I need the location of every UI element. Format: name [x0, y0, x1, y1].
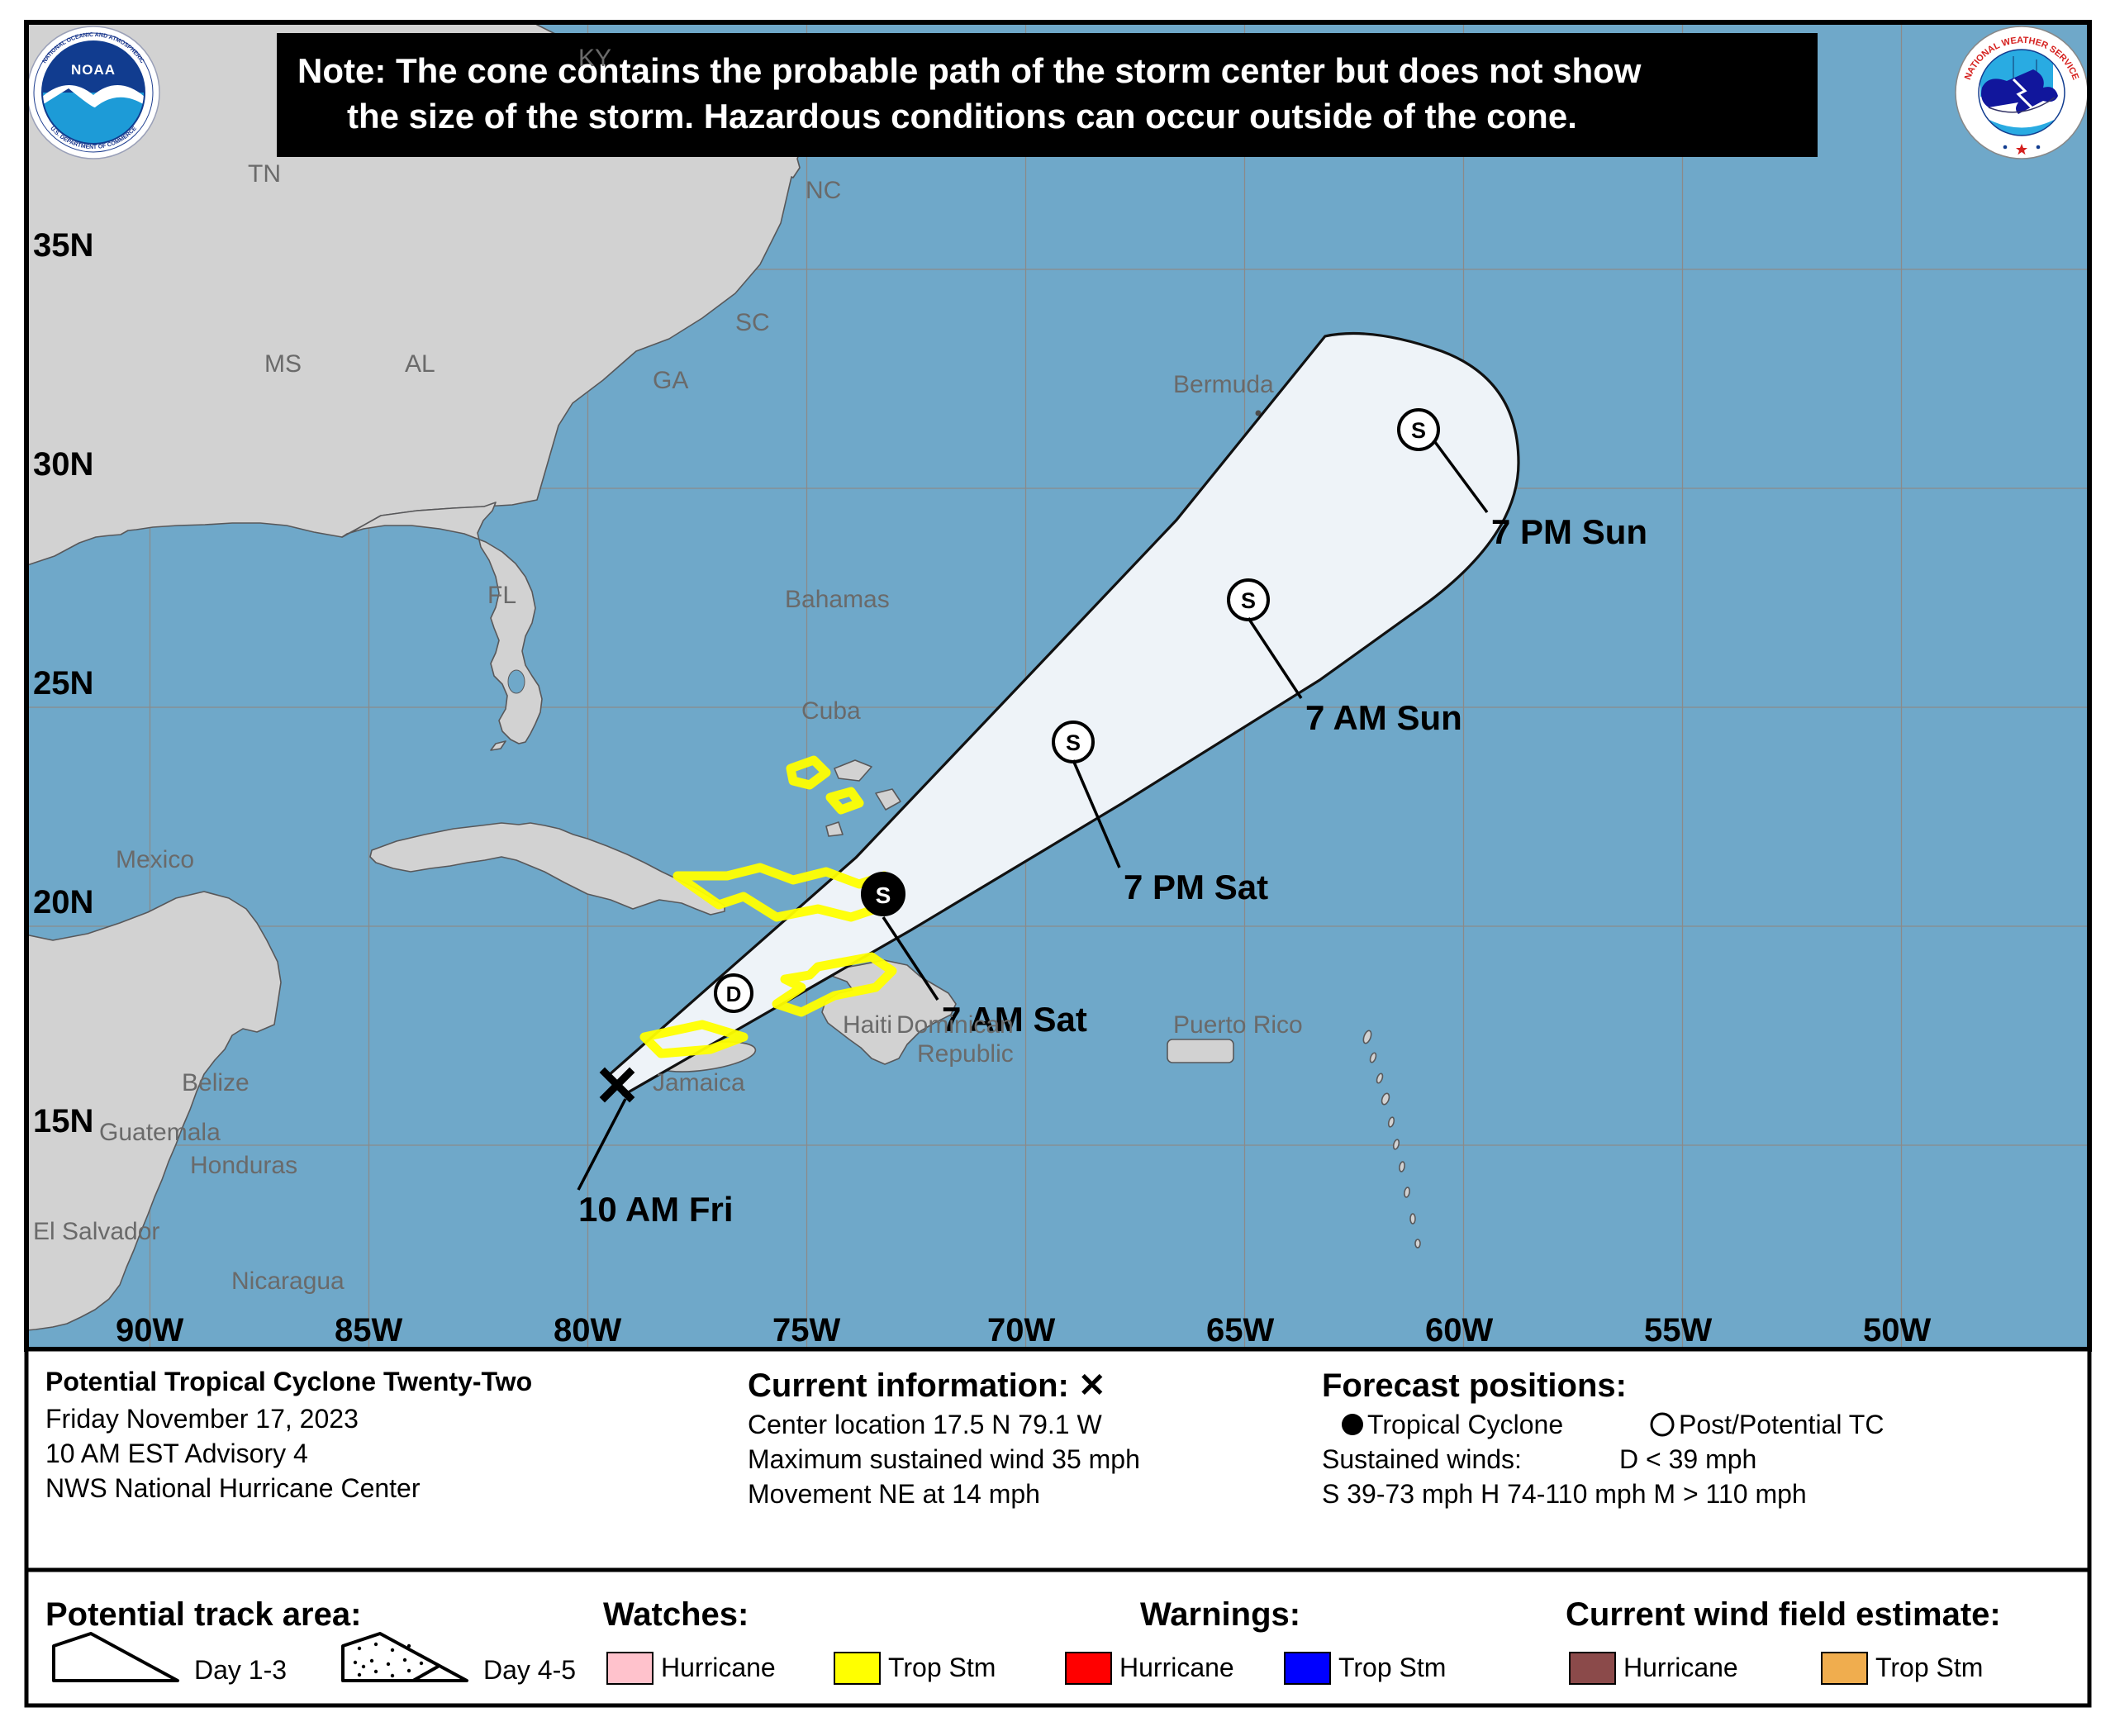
svg-text:50W: 50W	[1863, 1312, 1931, 1348]
svg-text:Hurricane: Hurricane	[1623, 1653, 1738, 1682]
svg-text:Friday November 17, 2023: Friday November 17, 2023	[45, 1404, 359, 1434]
svg-text:Potential Tropical Cyclone Twe: Potential Tropical Cyclone Twenty-Two	[45, 1367, 532, 1396]
svg-text:35N: 35N	[33, 227, 93, 264]
svg-text:Trop Stm: Trop Stm	[1875, 1653, 1983, 1682]
svg-text:90W: 90W	[116, 1312, 183, 1348]
svg-text:Haiti: Haiti	[843, 1011, 892, 1039]
svg-text:Note: The cone contains the pr: Note: The cone contains the probable pat…	[297, 51, 1642, 90]
svg-text:30N: 30N	[33, 446, 93, 483]
svg-text:20N: 20N	[33, 884, 93, 920]
svg-text:MS: MS	[264, 350, 302, 378]
svg-text:Day 1-3: Day 1-3	[194, 1655, 287, 1685]
svg-text:Post/Potential TC: Post/Potential TC	[1679, 1410, 1884, 1439]
svg-text:Hurricane: Hurricane	[661, 1653, 776, 1682]
svg-text:FL: FL	[487, 582, 516, 609]
svg-text:Maximum sustained wind 35 mph: Maximum sustained wind 35 mph	[748, 1444, 1140, 1474]
svg-text:El Salvador: El Salvador	[33, 1218, 159, 1245]
svg-text:Trop Stm: Trop Stm	[1338, 1653, 1446, 1682]
svg-text:7 PM Sat: 7 PM Sat	[1124, 868, 1268, 906]
svg-text:AL: AL	[405, 350, 435, 378]
svg-text:NOAA: NOAA	[71, 62, 116, 78]
svg-text:Belize: Belize	[182, 1069, 250, 1096]
svg-text:25N: 25N	[33, 665, 93, 702]
svg-text:Bermuda: Bermuda	[1173, 371, 1274, 398]
svg-text:GA: GA	[653, 367, 688, 394]
svg-text:TN: TN	[248, 160, 281, 188]
svg-text:Cuba: Cuba	[801, 697, 861, 725]
svg-text:D < 39 mph: D < 39 mph	[1619, 1444, 1756, 1474]
svg-text:Watches:: Watches:	[603, 1596, 749, 1633]
svg-text:7 PM Sun: 7 PM Sun	[1491, 512, 1647, 551]
svg-text:Honduras: Honduras	[190, 1152, 297, 1179]
svg-text:80W: 80W	[554, 1312, 621, 1348]
svg-text:Bahamas: Bahamas	[785, 586, 890, 613]
svg-text:10 AM EST Advisory 4: 10 AM EST Advisory 4	[45, 1439, 308, 1468]
svg-text:7 AM Sun: 7 AM Sun	[1305, 698, 1462, 737]
svg-text:Jamaica: Jamaica	[653, 1069, 745, 1096]
svg-text:Warnings:: Warnings:	[1140, 1596, 1300, 1633]
svg-text:70W: 70W	[987, 1312, 1055, 1348]
svg-text:the size of the storm. Hazardo: the size of the storm. Hazardous conditi…	[347, 97, 1577, 136]
svg-text:Nicaragua: Nicaragua	[231, 1268, 345, 1295]
svg-text:Mexico: Mexico	[116, 846, 194, 873]
svg-text:55W: 55W	[1644, 1312, 1712, 1348]
svg-text:KY: KY	[578, 45, 611, 72]
svg-text:Tropical Cyclone: Tropical Cyclone	[1367, 1410, 1563, 1439]
svg-text:Hurricane: Hurricane	[1119, 1653, 1234, 1682]
svg-text:Dominican: Dominican	[896, 1011, 1014, 1039]
svg-text:Forecast positions:: Forecast positions:	[1322, 1367, 1627, 1404]
svg-text:S: S	[876, 882, 891, 908]
svg-text:Trop Stm: Trop Stm	[888, 1653, 996, 1682]
svg-text:S: S	[1066, 730, 1081, 755]
svg-text:SC: SC	[735, 309, 770, 336]
svg-text:Center location 17.5 N 79.1 W: Center location 17.5 N 79.1 W	[748, 1410, 1102, 1439]
svg-text:10 AM Fri: 10 AM Fri	[578, 1190, 733, 1229]
svg-text:Guatemala: Guatemala	[99, 1119, 221, 1146]
svg-text:S: S	[1411, 418, 1426, 443]
svg-text:75W: 75W	[772, 1312, 840, 1348]
svg-text:Republic: Republic	[917, 1040, 1014, 1068]
svg-text:Current information: ✕: Current information: ✕	[748, 1367, 1106, 1404]
svg-text:Movement NE at 14 mph: Movement NE at 14 mph	[748, 1479, 1040, 1509]
svg-text:Sustained winds:: Sustained winds:	[1322, 1444, 1522, 1474]
svg-text:15N: 15N	[33, 1103, 93, 1139]
svg-text:Current wind field estimate:: Current wind field estimate:	[1566, 1596, 2001, 1633]
svg-text:S: S	[1241, 588, 1256, 613]
svg-text:Potential track area:: Potential track area:	[45, 1596, 361, 1633]
svg-text:S 39-73 mph H 74-110 mph M >: S 39-73 mph H 74-110 mph M > 110 mph	[1322, 1479, 1807, 1509]
svg-text:85W: 85W	[335, 1312, 402, 1348]
svg-text:D: D	[726, 982, 742, 1006]
svg-text:Day 4-5: Day 4-5	[483, 1655, 576, 1685]
svg-text:65W: 65W	[1206, 1312, 1274, 1348]
svg-text:Puerto Rico: Puerto Rico	[1173, 1011, 1303, 1039]
svg-text:NWS National Hurricane Center: NWS National Hurricane Center	[45, 1473, 421, 1503]
svg-text:60W: 60W	[1425, 1312, 1493, 1348]
svg-text:NC: NC	[806, 177, 841, 204]
